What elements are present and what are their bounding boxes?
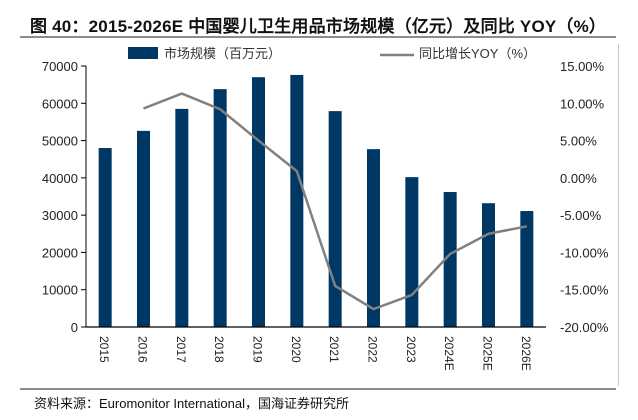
x-tick-label: 2022 (366, 336, 380, 363)
bar-2015 (98, 148, 112, 327)
combo-chart: 市场规模（百万元） 同比增长YOY（%） 0 10000 20000 30000 400… (42, 46, 609, 371)
x-tick-label: 2025E (481, 336, 495, 371)
y-left-tick-label: 10000 (42, 283, 78, 298)
legend: 市场规模（百万元） 同比增长YOY（%） (128, 46, 536, 61)
y-left-tick-label: 20000 (42, 245, 78, 260)
source-note: 资料来源：Euromonitor International，国海证券研究所 (34, 396, 349, 411)
x-tick-label: 2015 (97, 336, 111, 363)
x-tick-label: 2016 (136, 336, 150, 363)
y-right-tick-label: 0.00% (560, 171, 597, 186)
x-axis: 2015 2016 2017 2018 2019 2020 2021 2022 2023 2024… (86, 326, 546, 371)
y-right-tick-label: -20.00% (560, 320, 609, 335)
footer-divider (20, 388, 616, 390)
x-tick-label: 2018 (212, 336, 226, 363)
y-left-tick-label: 0 (71, 320, 78, 335)
y-left-tick-label: 50000 (42, 134, 78, 149)
x-tick-label: 2023 (404, 336, 418, 363)
y-axis-right: -20.00% -15.00% -10.00% -5.00% 0.00% 5.00% 10.… (560, 59, 609, 335)
y-right-tick-label: -5.00% (560, 208, 602, 223)
title-divider (20, 36, 616, 38)
x-tick-label: 2024E (442, 336, 456, 371)
y-left-tick-label: 60000 (42, 96, 78, 111)
bar-2016 (137, 130, 150, 327)
bar-2017 (175, 108, 189, 327)
legend-label-bar: 市场规模（百万元） (164, 46, 281, 61)
y-right-tick-label: -15.00% (560, 283, 609, 298)
line-series (143, 92, 528, 311)
bar-2019 (252, 77, 265, 327)
y-axis-left: 0 10000 20000 30000 40000 50000 60000 70000 (42, 59, 87, 335)
bar-2018 (213, 89, 227, 327)
right-border (618, 44, 619, 386)
figure-title: 图 40：2015-2026E 中国婴儿卫生用品市场规模（亿元）及同比 YOY（… (30, 17, 607, 36)
y-left-tick-label: 30000 (42, 208, 78, 223)
y-right-tick-label: 5.00% (560, 134, 597, 149)
y-right-tick-label: 10.00% (560, 96, 605, 111)
bar-2023 (405, 177, 419, 327)
legend-swatch-bar (128, 47, 158, 59)
bar-2026E (520, 211, 534, 327)
x-tick-label: 2017 (174, 336, 188, 363)
x-tick-label: 2026E (519, 336, 533, 371)
bar-2021 (328, 111, 342, 327)
bar-2024E (443, 192, 457, 327)
bar-2020 (290, 74, 304, 327)
y-left-tick-label: 70000 (42, 59, 78, 74)
bar-series (98, 74, 534, 327)
y-right-tick-label: -10.00% (560, 245, 609, 260)
bar-2025E (482, 203, 495, 327)
x-tick-label: 2020 (289, 336, 303, 363)
y-right-tick-label: 15.00% (560, 59, 605, 74)
x-tick-label: 2019 (251, 336, 265, 363)
legend-label-line: 同比增长YOY（%） (419, 46, 536, 61)
x-tick-label: 2021 (327, 336, 341, 363)
y-left-tick-label: 40000 (42, 171, 78, 186)
bar-2022 (367, 149, 380, 327)
